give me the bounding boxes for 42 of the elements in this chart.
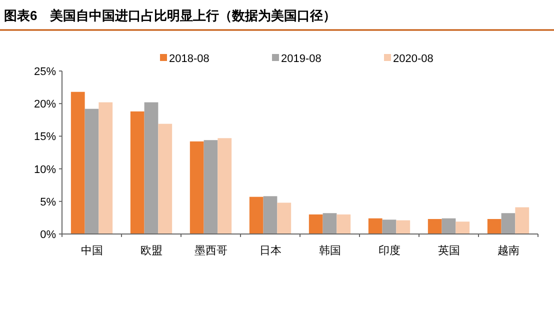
bar	[442, 218, 456, 234]
x-tick-label: 印度	[378, 244, 400, 257]
chart-title: 图表6 美国自中国进口占比明显上行（数据为美国口径）	[4, 8, 336, 23]
y-tick-label: 20%	[34, 98, 56, 111]
bar	[368, 218, 382, 234]
x-tick-label: 韩国	[318, 244, 341, 257]
bar	[308, 214, 323, 234]
y-tick-label: 10%	[34, 164, 56, 176]
bar	[456, 222, 470, 234]
bar	[336, 214, 351, 234]
y-tick-label: 5%	[40, 196, 56, 208]
bar	[204, 140, 218, 234]
bar	[322, 213, 337, 234]
bar	[70, 92, 85, 234]
bar	[158, 124, 172, 234]
bar	[428, 219, 442, 234]
x-tick-label: 中国	[80, 244, 103, 257]
x-tick-label: 英国	[438, 244, 460, 257]
y-tick-label: 0%	[40, 229, 56, 241]
bar	[396, 220, 410, 234]
bar	[84, 108, 99, 234]
bar	[98, 102, 113, 234]
bar	[249, 196, 264, 234]
x-tick-label: 越南	[497, 244, 520, 257]
legend-label: 2020-08	[393, 53, 434, 65]
bar	[515, 207, 530, 234]
bar	[487, 219, 502, 234]
bar	[382, 220, 396, 234]
bar	[277, 202, 292, 234]
bar	[130, 111, 144, 234]
bar	[218, 138, 232, 234]
x-tick-label: 欧盟	[140, 245, 162, 257]
bar	[501, 213, 516, 234]
legend-label: 2019-08	[281, 53, 322, 65]
bar	[263, 196, 278, 234]
bar	[144, 102, 158, 234]
bar	[190, 141, 204, 234]
y-tick-label: 25%	[34, 66, 56, 78]
x-tick-label: 墨西哥	[194, 245, 228, 257]
x-tick-label: 日本	[259, 244, 282, 257]
y-tick-label: 15%	[34, 131, 56, 144]
legend-label: 2018-08	[169, 53, 210, 65]
